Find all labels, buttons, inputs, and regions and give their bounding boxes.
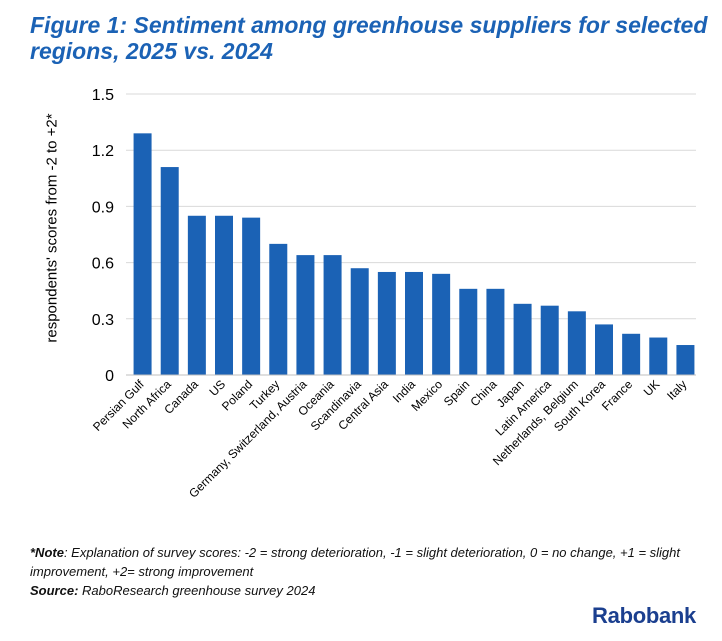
bar [377, 271, 396, 375]
chart-title-line-2: regions, 2025 vs. 2024 [30, 38, 273, 64]
x-tick-label: France [599, 377, 636, 414]
bar [649, 337, 668, 375]
x-tick-label: US [206, 377, 228, 399]
bars [133, 133, 695, 375]
bar [296, 255, 315, 375]
bar [350, 268, 369, 375]
x-tick-label: China [467, 377, 499, 409]
chart-title-line-1: Figure 1: Sentiment among greenhouse sup… [30, 12, 708, 38]
rabobank-logo: Rabobank [592, 603, 696, 628]
source-text: RaboResearch greenhouse survey 2024 [78, 583, 316, 598]
y-axis-ticks: 0 0.3 0.6 0.9 1.2 1.5 [92, 87, 114, 385]
source-label: Source: [30, 583, 79, 598]
y-tick-label: 0.6 [92, 256, 114, 273]
bar [405, 271, 423, 375]
bar [459, 288, 478, 375]
bar [133, 133, 152, 375]
bar [595, 324, 613, 375]
bar [269, 243, 288, 375]
bar [486, 288, 505, 375]
y-tick-label: 1.2 [92, 143, 114, 160]
note: *Note: Explanation of survey scores: -2 … [30, 543, 710, 581]
bar [432, 273, 451, 375]
bar [215, 215, 233, 375]
x-tick-label: Mexico [408, 377, 445, 414]
y-tick-label: 0.3 [92, 312, 114, 329]
x-tick-label: Germany, Switzerland, Austria [186, 377, 310, 501]
bar [160, 167, 179, 375]
bar [540, 305, 559, 375]
bar [242, 217, 261, 375]
bar [323, 255, 342, 375]
bar [513, 303, 532, 375]
x-tick-label: Italy [664, 377, 689, 402]
x-tick-label: UK [641, 377, 663, 399]
y-tick-label: 0.9 [92, 199, 114, 216]
x-tick-label: Spain [441, 377, 473, 409]
bar [676, 345, 695, 375]
y-tick-label: 1.5 [92, 87, 114, 104]
footnotes: *Note: Explanation of survey scores: -2 … [30, 543, 710, 600]
note-text: : Explanation of survey scores: -2 = str… [30, 545, 681, 579]
x-tick-label: Poland [219, 377, 255, 413]
note-label: *Note [30, 545, 64, 560]
bar [622, 333, 641, 375]
chart-title: Figure 1: Sentiment among greenhouse sup… [30, 12, 710, 64]
y-tick-label: 0 [105, 368, 114, 385]
bar [567, 311, 586, 375]
source: Source: RaboResearch greenhouse survey 2… [30, 581, 710, 600]
bar [187, 215, 206, 375]
